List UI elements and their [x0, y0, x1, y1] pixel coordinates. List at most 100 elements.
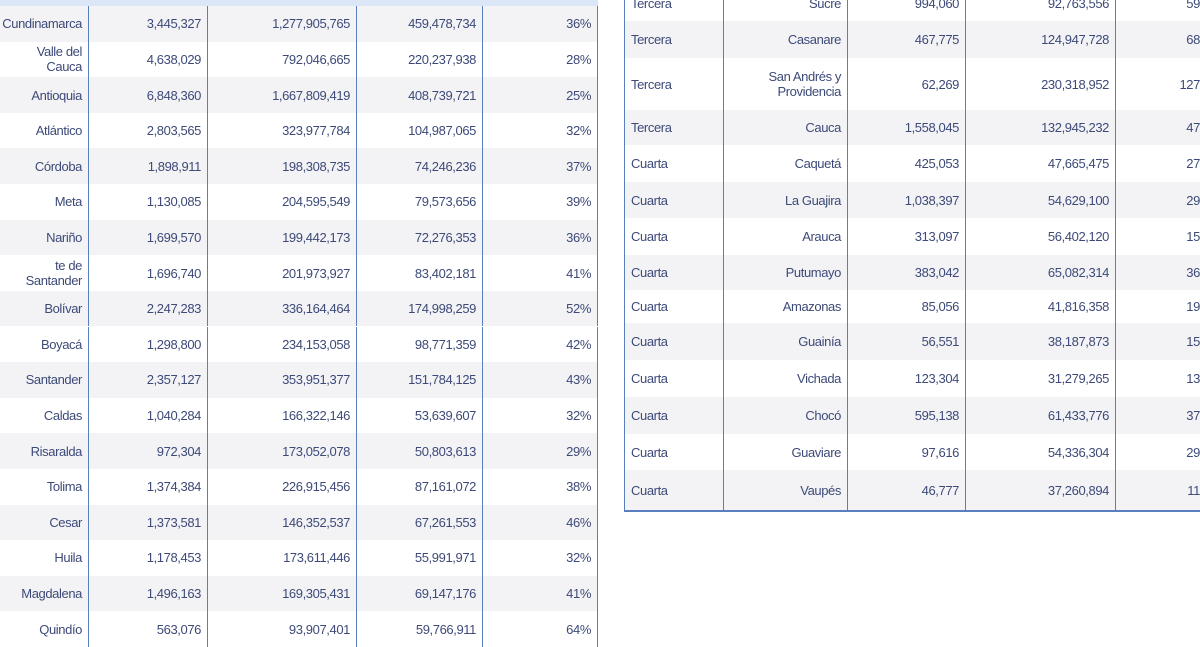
department-cell: Cesar [0, 504, 89, 541]
department-cell: Putumayo [724, 255, 848, 290]
table-row: Magdalena 1,496,163 169,305,431 69,147,176 4… [0, 575, 598, 612]
population-cell: 972,304 [89, 433, 208, 469]
percent-cell: 36% [483, 219, 598, 256]
population-cell: 563,076 [89, 611, 208, 647]
value-cell: 37,4 [1186, 408, 1200, 423]
department-cell: Caldas [0, 397, 89, 434]
population-cell: 313,097 [848, 218, 966, 255]
value-cell: 47,665,475 [966, 145, 1116, 182]
value-cell: 174,998,259 [357, 290, 483, 327]
value-cell: 151,784,125 [357, 362, 483, 398]
population-cell: 1,374,384 [89, 468, 208, 505]
department-cell: Bolívar [0, 290, 89, 327]
table-row: Córdoba 1,898,911 198,308,735 74,246,236 37% [0, 148, 598, 185]
value-cell: 201,973,927 [208, 255, 357, 291]
table-row: Boyacá 1,298,800 234,153,058 98,771,359 42% [0, 326, 598, 363]
value-cell: 72,276,353 [357, 219, 483, 256]
population-cell: 97,616 [848, 434, 966, 470]
value-cell: 67,261,553 [357, 504, 483, 541]
value-cell: 104,987,065 [357, 112, 483, 149]
department-cell: Risaralda [0, 433, 89, 469]
department-cell: Quindío [0, 611, 89, 647]
table-row: Bolívar 2,247,283 336,164,464 174,998,259 52… [0, 290, 598, 327]
value-cell: 124,947,728 [966, 21, 1116, 58]
value-cell: 15,9 [1186, 334, 1200, 349]
table-row: Caldas 1,040,284 166,322,146 53,639,607 32% [0, 397, 598, 434]
population-cell: 994,060 [848, 0, 966, 21]
percent-cell: 37% [483, 148, 598, 185]
population-cell: 62,269 [848, 58, 966, 110]
population-cell: 85,056 [848, 290, 966, 323]
value-cell: 19,6 [1186, 299, 1200, 314]
population-cell: 3,445,327 [89, 6, 208, 42]
department-cell: Amazonas [724, 290, 848, 323]
percent-cell: 28% [483, 41, 598, 78]
value-cell: 127,6 [1179, 76, 1200, 92]
value-cell: 198,308,735 [208, 148, 357, 185]
value-cell: 56,402,120 [966, 218, 1116, 255]
value-cell: 1,277,905,765 [208, 6, 357, 42]
category-cell: Cuarta [624, 290, 724, 323]
value-cell: 50,803,613 [357, 433, 483, 469]
percent-cell: 32% [483, 112, 598, 149]
population-cell: 56,551 [848, 323, 966, 360]
percent-cell: 46% [483, 504, 598, 541]
category-cell: Cuarta [624, 470, 724, 511]
category-cell: Cuarta [624, 145, 724, 182]
category-cell: Tercera [624, 110, 724, 145]
value-cell: 166,322,146 [208, 397, 357, 434]
value-cell: 31,279,265 [966, 360, 1116, 397]
department-cell: Arauca [724, 218, 848, 255]
right-table: TerceraSucre994,06092,763,55659,7Tercera… [624, 0, 1200, 512]
value-cell: 220,237,938 [357, 41, 483, 78]
category-cell: Cuarta [624, 255, 724, 290]
value-cell: 792,046,665 [208, 41, 357, 78]
value-cell: 173,052,078 [208, 433, 357, 469]
value-cell: 93,907,401 [208, 611, 357, 647]
category-cell: Cuarta [624, 360, 724, 397]
table-border [624, 510, 1200, 512]
value-cell: 146,352,537 [208, 504, 357, 541]
value-cell: 173,611,446 [208, 540, 357, 576]
value-cell: 59,766,911 [357, 611, 483, 647]
percent-cell: 52% [483, 290, 598, 327]
table-row: Quindío 563,076 93,907,401 59,766,911 64% [0, 611, 598, 647]
percent-cell: 41% [483, 255, 598, 291]
value-cell: 15,4 [1186, 229, 1200, 244]
value-cell: 353,951,377 [208, 362, 357, 398]
value-cell: 53,639,607 [357, 397, 483, 434]
percent-cell: 32% [483, 397, 598, 434]
category-cell: Cuarta [624, 218, 724, 255]
table-row: Nariño 1,699,570 199,442,173 72,276,353 36% [0, 219, 598, 256]
population-cell: 4,638,029 [89, 41, 208, 78]
population-cell: 1,496,163 [89, 575, 208, 612]
value-cell: 36,0 [1186, 265, 1200, 280]
table-row: Cesar 1,373,581 146,352,537 67,261,553 46% [0, 504, 598, 541]
table-row: te de Santander 1,696,740 201,973,927 83,40… [0, 255, 598, 291]
department-cell: Magdalena [0, 575, 89, 612]
department-cell: Santander [0, 362, 89, 398]
population-cell: 425,053 [848, 145, 966, 182]
value-cell: 169,305,431 [208, 575, 357, 612]
population-cell: 2,357,127 [89, 362, 208, 398]
population-cell: 2,803,565 [89, 112, 208, 149]
percent-cell: 25% [483, 77, 598, 113]
percent-cell: 64% [483, 611, 598, 647]
value-cell: 41,816,358 [966, 290, 1116, 323]
percent-cell: 32% [483, 540, 598, 576]
value-cell: 29,9 [1186, 444, 1200, 460]
department-cell: Vichada [724, 360, 848, 397]
category-cell: Cuarta [624, 397, 724, 434]
table-row: Meta 1,130,085 204,595,549 79,573,656 39% [0, 184, 598, 220]
department-cell: Meta [0, 184, 89, 220]
category-cell: Tercera [624, 21, 724, 58]
value-cell: 74,246,236 [357, 148, 483, 185]
